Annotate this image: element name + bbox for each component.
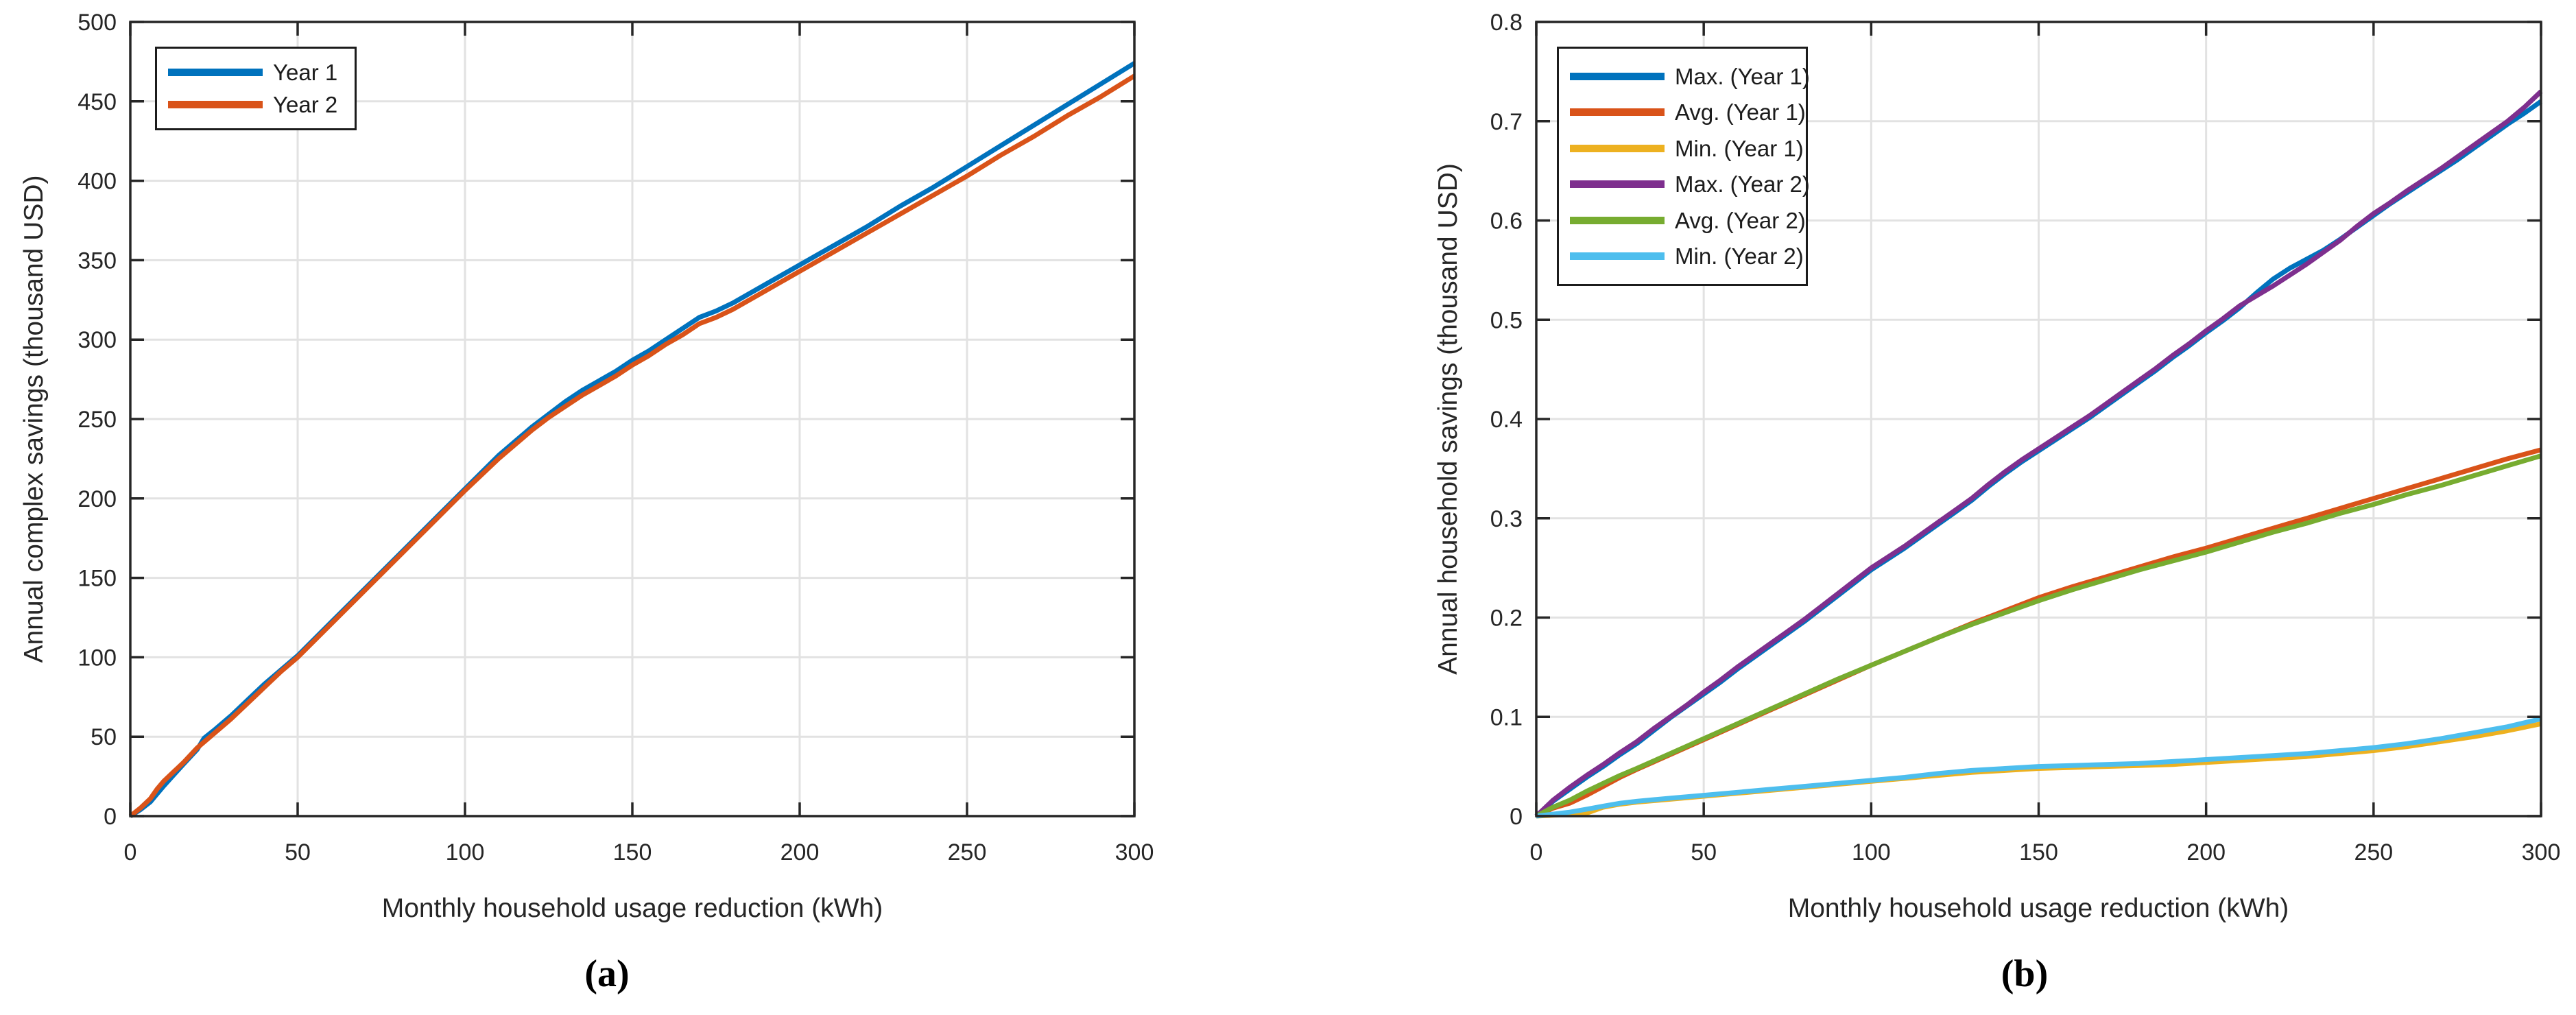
tick-label-x: 250 <box>948 839 987 865</box>
tick-label-y: 0.7 <box>1490 109 1523 135</box>
legend-item: Min. (Year 1) <box>1570 137 1804 160</box>
tick-label-y: 250 <box>77 407 117 433</box>
legend-swatch <box>1570 108 1665 117</box>
legend-swatch <box>1570 252 1665 261</box>
tick-label-y: 0.8 <box>1490 10 1523 36</box>
tick-label-y: 0.3 <box>1490 506 1523 532</box>
tick-label-y: 0.4 <box>1490 407 1523 433</box>
tick-label-x: 200 <box>780 839 820 865</box>
tick-label-y: 0.2 <box>1490 606 1523 632</box>
legend-swatch <box>168 101 263 108</box>
tick-label-x: 100 <box>1852 839 1891 865</box>
x-axis-label-b: Monthly household usage reduction (kWh) <box>1787 894 2289 923</box>
tick-label-x: 150 <box>613 839 652 865</box>
legend-label: Max. (Year 2) <box>1675 171 1810 198</box>
tick-label-y: 50 <box>91 724 117 750</box>
axes-border <box>1535 21 2542 817</box>
tick-label-y: 100 <box>77 645 117 671</box>
tick-label-y: 0.5 <box>1490 307 1523 333</box>
legend-label: Max. (Year 1) <box>1675 63 1810 89</box>
tick-label-y: 500 <box>77 10 117 36</box>
legend-swatch <box>1570 144 1665 152</box>
y-axis-label-b: Annual household savings (thousand USD) <box>1433 163 1463 675</box>
legend-item: Max. (Year 1) <box>1570 65 1810 88</box>
legend-swatch <box>1570 180 1665 189</box>
tick-label-x: 50 <box>285 839 311 865</box>
legend-swatch <box>1570 216 1665 224</box>
tick-label-x: 250 <box>2354 839 2393 865</box>
tick-label-y: 300 <box>77 327 117 353</box>
tick-label-y: 0.6 <box>1490 208 1523 235</box>
tick-label-y: 450 <box>77 89 117 115</box>
panel-caption-a: (a) <box>584 953 630 995</box>
legend-label: Min. (Year 1) <box>1675 135 1804 161</box>
tick-label-x: 100 <box>446 839 485 865</box>
legend-swatch <box>1570 72 1665 80</box>
tick-label-y: 0 <box>1510 804 1523 830</box>
legend-item: Min. (Year 2) <box>1570 245 1804 267</box>
tick-label-y: 150 <box>77 566 117 592</box>
x-axis-label-a: Monthly household usage reduction (kWh) <box>381 894 883 923</box>
series-line-year-2 <box>128 73 1136 818</box>
tick-label-y: 200 <box>77 486 117 512</box>
legend-label: Year 2 <box>273 92 338 117</box>
legend-item: Avg. (Year 2) <box>1570 209 1806 232</box>
tick-label-y: 400 <box>77 169 117 195</box>
tick-label-y: 0.1 <box>1490 704 1523 730</box>
tick-label-x: 0 <box>1530 839 1543 865</box>
tick-label-x: 50 <box>1691 839 1717 865</box>
y-axis-label-a: Annual complex savings (thousand USD) <box>19 175 49 663</box>
tick-label-y: 0 <box>104 804 117 830</box>
legend-label: Avg. (Year 1) <box>1675 99 1806 126</box>
series-line-max-year-2 <box>1534 89 2543 818</box>
legend-label: Min. (Year 2) <box>1675 243 1804 270</box>
tick-label-x: 300 <box>2522 839 2561 865</box>
series-line-avg-year-2 <box>1535 453 2542 819</box>
legend-item: Year 1 <box>168 61 348 84</box>
panel-caption-b: (b) <box>2001 953 2049 995</box>
legend-label: Year 1 <box>273 60 338 85</box>
legend-label: Avg. (Year 2) <box>1675 207 1806 233</box>
legend-b: Max. (Year 1) Avg. (Year 1) Min. (Year 1) M… <box>1557 47 1810 286</box>
tick-label-x: 150 <box>2019 839 2058 865</box>
legend-a: Year 1 Year 2 <box>155 47 357 130</box>
legend-item: Max. (Year 2) <box>1570 173 1810 195</box>
legend-item: Avg. (Year 1) <box>1570 101 1806 123</box>
tick-label-x: 300 <box>1115 839 1154 865</box>
axes-border <box>129 21 1136 817</box>
tick-label-x: 200 <box>2186 839 2226 865</box>
series-line-min-year-2 <box>1536 716 2542 819</box>
tick-label-y: 350 <box>77 248 117 274</box>
legend-swatch <box>168 69 263 76</box>
tick-label-x: 0 <box>124 839 137 865</box>
legend-item: Year 2 <box>168 93 348 116</box>
